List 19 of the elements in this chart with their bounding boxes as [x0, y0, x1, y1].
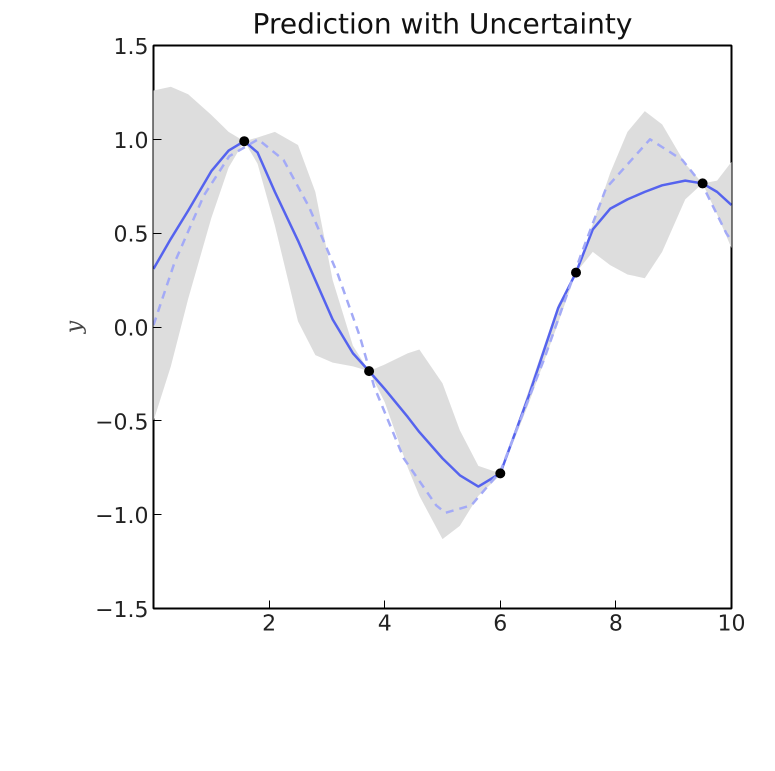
point	[571, 268, 582, 278]
y-axis-title: y	[62, 320, 88, 334]
point	[495, 468, 506, 478]
y-tick-label: 0.0	[114, 316, 149, 342]
y-tick-label: −1.5	[95, 598, 148, 623]
y-tick-label: 1.0	[114, 128, 149, 154]
x-tick-label: 6	[493, 612, 508, 636]
y-tick-label: 1.5	[114, 35, 149, 60]
x-tick-label: 4	[378, 612, 392, 636]
x-tick-label: 2	[262, 612, 276, 636]
point	[239, 136, 250, 146]
chart-title: Prediction with Uncertainty	[252, 8, 632, 40]
point	[364, 366, 374, 376]
x-tick-label: 8	[608, 612, 623, 636]
point	[698, 178, 708, 188]
y-tick-label: 0.5	[114, 222, 149, 248]
y-tick-label: −1.0	[95, 504, 148, 530]
y-tick-label: −0.5	[95, 410, 148, 436]
x-tick-label: 10	[718, 612, 746, 636]
